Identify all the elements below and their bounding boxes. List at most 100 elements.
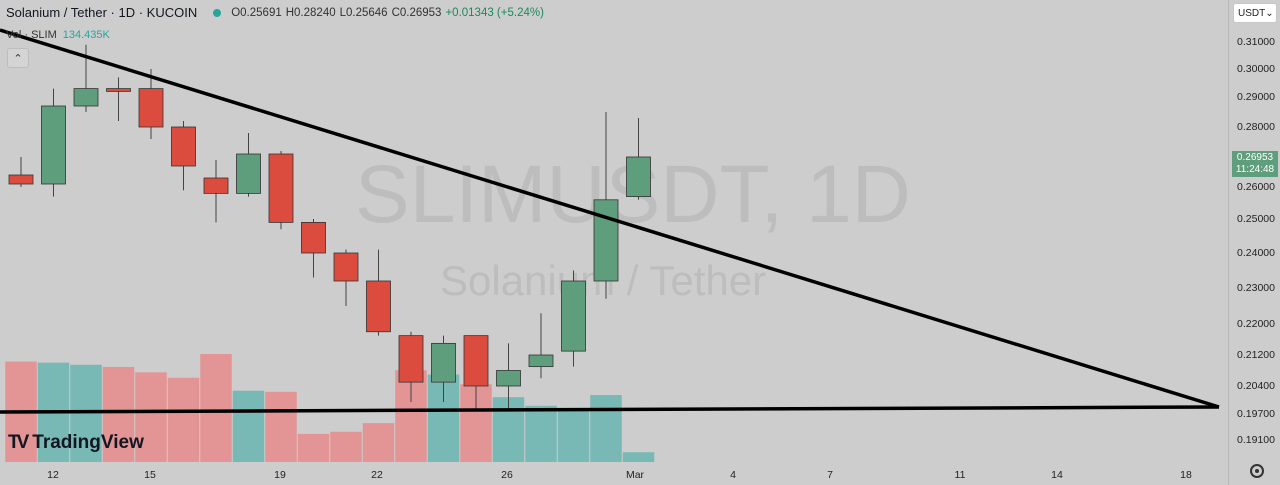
tradingview-logo[interactable]: TV TradingView [8, 432, 144, 454]
candle [463, 335, 489, 410]
candle-body [8, 174, 34, 185]
candle-body [366, 280, 391, 333]
candle-body [496, 370, 521, 387]
x-tick-label: 4 [730, 469, 736, 481]
volume-bar [102, 366, 135, 462]
y-tick-label: 0.30000 [1237, 63, 1275, 75]
volume-bar [265, 391, 297, 462]
y-tick-label: 0.26000 [1237, 181, 1275, 193]
trendlines[interactable] [0, 28, 1220, 414]
volume-label: Vol · SLIM [6, 29, 57, 41]
ohlc-values: O0.25691 H0.28240 L0.25646 C0.26953 +0.0… [231, 7, 544, 19]
candle-body [106, 88, 131, 92]
last-price-value: 0.26953 [1236, 152, 1274, 163]
candle-body [203, 177, 229, 194]
candle [268, 151, 294, 230]
candle [398, 331, 424, 402]
candle-body [73, 88, 99, 107]
candle [626, 118, 651, 200]
x-axis: 12 15 19 22 26 Mar 4 7 11 14 18 [47, 469, 1192, 481]
volume-bar [200, 354, 232, 462]
candle [528, 313, 554, 379]
volume-bar [362, 423, 395, 462]
volume-bar [330, 431, 362, 462]
candle-body [41, 105, 66, 185]
price-chart[interactable]: SLIMUSDT, 1D Solanium / Tether 12 15 19 22 2… [0, 0, 1228, 485]
candle-layer [8, 44, 651, 410]
candle-body [236, 153, 261, 194]
candle-body [398, 335, 424, 383]
x-tick-label: 11 [955, 469, 966, 481]
currency-value: USDT [1238, 7, 1266, 19]
candle-body [561, 280, 586, 352]
x-tick-label: 14 [1051, 469, 1063, 481]
x-tick-label: 22 [371, 469, 383, 481]
volume-value: 134.435K [62, 29, 110, 41]
settings-gear-icon[interactable] [1250, 464, 1264, 478]
market-status-dot [213, 8, 222, 17]
y-tick-label: 0.22000 [1237, 318, 1275, 330]
x-tick-label: 26 [501, 469, 513, 481]
candle [561, 270, 586, 367]
descending-trendline[interactable] [0, 28, 1220, 409]
candle-body [626, 156, 651, 197]
volume-bar [232, 390, 265, 462]
symbol-title[interactable]: Solanium / Tether · 1D · KUCOIN [6, 5, 198, 20]
x-tick-label: 19 [274, 469, 286, 481]
candle [106, 77, 131, 121]
candle [138, 69, 164, 139]
ohlc-high: H0.28240 [285, 6, 336, 19]
candle-body [593, 199, 619, 282]
candle [41, 88, 66, 197]
candle [301, 219, 326, 278]
x-tick-label: Mar [626, 469, 645, 481]
candle-body [268, 153, 294, 223]
candle-body [171, 126, 196, 167]
candle [333, 249, 359, 306]
ohlc-open: O0.25691 [231, 6, 282, 19]
y-tick-label: 0.24000 [1237, 247, 1275, 259]
y-tick-label: 0.20400 [1237, 380, 1275, 392]
y-tick-label: 0.21200 [1237, 349, 1275, 361]
y-tick-label: 0.28000 [1237, 121, 1275, 133]
x-tick-label: 7 [827, 469, 833, 481]
price-axis[interactable]: 0.31000 0.30000 0.29000 0.28000 0.26000 0.250… [1228, 0, 1280, 485]
ohlc-close: C0.26953 [391, 6, 442, 19]
support-trendline[interactable] [0, 405, 1220, 414]
volume-bar [135, 372, 167, 462]
y-tick-label: 0.19100 [1237, 434, 1275, 446]
tradingview-mark-icon: TV [8, 432, 29, 453]
candle-body [431, 342, 456, 383]
ohlc-low: L0.25646 [339, 6, 388, 19]
logo-text: TradingView [32, 432, 144, 453]
volume-legend[interactable]: Vol · SLIM 134.435K [6, 29, 110, 41]
candle [236, 133, 261, 197]
volume-bar [590, 395, 622, 462]
chevron-down-icon: ⌄ [1265, 7, 1274, 19]
candle-body [528, 354, 554, 368]
candle [171, 121, 196, 191]
y-tick-label: 0.29000 [1237, 91, 1275, 103]
candle [431, 335, 456, 402]
candle-body [138, 88, 164, 128]
candle [366, 249, 391, 336]
candle-body [333, 252, 359, 282]
volume-bar [297, 433, 330, 462]
candle [496, 343, 521, 410]
y-tick-label: 0.23000 [1237, 282, 1275, 294]
candle-body [463, 335, 489, 387]
volume-bar [622, 452, 655, 462]
candle [203, 160, 229, 223]
collapse-legend-button[interactable]: ⌃ [7, 48, 29, 68]
chevron-up-icon: ⌃ [13, 52, 23, 65]
volume-bar [167, 377, 200, 462]
y-tick-label: 0.31000 [1237, 36, 1275, 48]
x-tick-label: 12 [47, 469, 59, 481]
y-tick-label: 0.25000 [1237, 213, 1275, 225]
currency-select[interactable]: USDT ⌄ [1233, 3, 1277, 23]
x-tick-label: 15 [144, 469, 156, 481]
volume-bar [525, 405, 557, 462]
volume-bar [557, 409, 590, 462]
symbol-header: Solanium / Tether · 1D · KUCOIN O0.25691… [6, 5, 544, 20]
x-tick-label: 18 [1180, 469, 1192, 481]
